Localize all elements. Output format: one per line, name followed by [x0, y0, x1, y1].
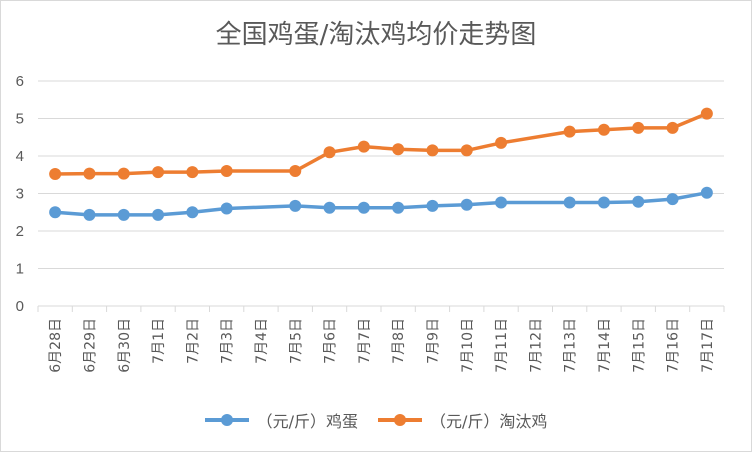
data-point: [152, 166, 165, 179]
data-point: [392, 201, 405, 214]
data-point: [357, 201, 370, 214]
x-tick-label: 7月1日: [151, 318, 167, 364]
data-point: [495, 196, 508, 209]
x-tick-label: 7月11日: [494, 318, 510, 373]
data-point: [323, 146, 336, 159]
x-tick-label: 7月13日: [563, 318, 579, 373]
data-point: [152, 208, 165, 221]
legend-swatch-culled-hen: [378, 413, 422, 427]
data-point: [323, 201, 336, 214]
data-point: [220, 165, 233, 177]
x-tick-label: 7月15日: [631, 318, 647, 373]
legend-item-culled-hen: （元/斤）淘汰鸡: [378, 408, 547, 432]
data-point: [83, 167, 96, 180]
x-tick-label: 7月8日: [391, 318, 407, 364]
data-point: [632, 121, 645, 134]
data-point: [460, 144, 473, 157]
data-point: [632, 195, 645, 208]
y-tick-label: 3: [16, 186, 24, 203]
y-tick-label: 6: [16, 73, 24, 90]
x-tick-label: 7月7日: [357, 318, 373, 364]
data-point: [563, 196, 576, 209]
legend-item-egg: （元/斤）鸡蛋: [204, 408, 358, 432]
data-point: [186, 206, 199, 219]
data-point: [220, 202, 233, 215]
y-tick-label: 4: [16, 148, 24, 165]
data-point: [49, 168, 62, 180]
data-point: [666, 121, 679, 134]
data-point: [460, 198, 473, 211]
x-tick-label: 6月28日: [48, 318, 64, 373]
y-tick-label: 5: [16, 111, 24, 128]
data-point: [700, 107, 713, 120]
data-point: [117, 167, 130, 180]
data-point: [392, 143, 405, 156]
data-point: [83, 208, 96, 221]
x-tick-label: 7月17日: [700, 318, 716, 373]
y-tick-label: 0: [16, 298, 24, 315]
legend-label-culled-hen: （元/斤）淘汰鸡: [430, 412, 548, 431]
chart-legend: （元/斤）鸡蛋 （元/斤）淘汰鸡: [0, 408, 752, 432]
x-tick-label: 7月14日: [597, 318, 613, 373]
data-point: [597, 196, 610, 209]
data-point: [186, 166, 199, 179]
data-point: [597, 123, 610, 136]
x-tick-label: 6月30日: [117, 318, 133, 373]
data-point: [117, 208, 130, 221]
data-point: [563, 125, 576, 138]
data-point: [495, 136, 508, 149]
data-point: [289, 165, 302, 177]
series-line: [55, 111, 708, 176]
x-tick-label: 7月3日: [220, 318, 236, 364]
y-tick-label: 1: [16, 261, 24, 278]
data-point: [357, 140, 370, 153]
x-tick-label: 6月29日: [82, 318, 98, 373]
data-point: [426, 144, 439, 157]
x-tick-label: 7月6日: [323, 318, 339, 364]
x-tick-label: 7月12日: [528, 318, 544, 373]
chart-title: 全国鸡蛋/淘汰鸡均价走势图: [215, 20, 537, 50]
x-tick-label: 7月2日: [185, 318, 201, 364]
x-tick-label: 7月4日: [254, 318, 270, 364]
data-point: [700, 186, 713, 199]
y-tick-label: 2: [16, 223, 24, 240]
x-tick-label: 7月5日: [288, 318, 304, 364]
x-tick-label: 7月10日: [460, 318, 476, 373]
legend-label-egg: （元/斤）鸡蛋: [256, 412, 358, 431]
legend-swatch-egg: [204, 413, 249, 427]
data-point: [49, 206, 62, 219]
data-point: [289, 199, 302, 212]
x-tick-label: 7月16日: [666, 318, 682, 373]
data-point: [666, 193, 679, 206]
x-tick-label: 7月9日: [425, 318, 441, 364]
data-point: [426, 199, 439, 212]
